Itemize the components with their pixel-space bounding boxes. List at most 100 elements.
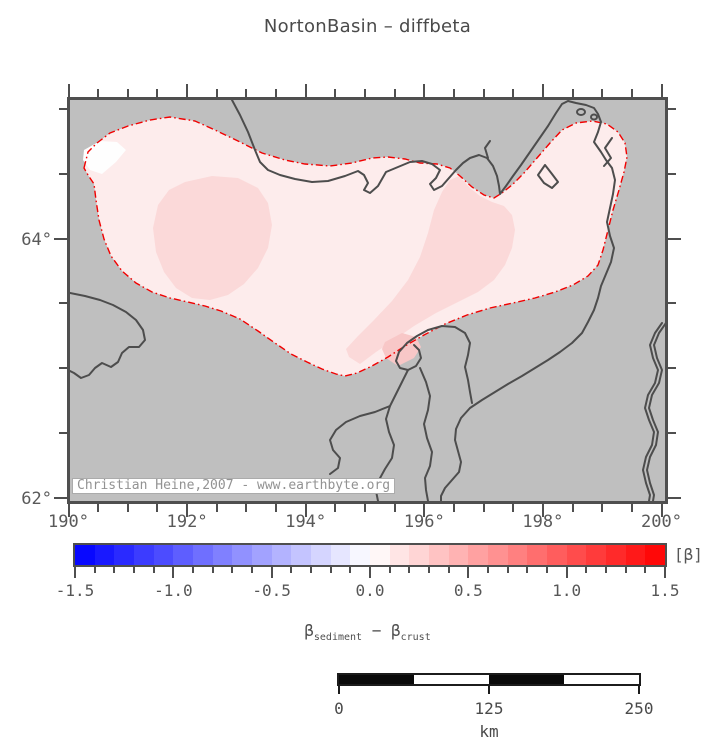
colorbar-tick (664, 567, 666, 578)
x-tick-bottom (601, 504, 604, 512)
colorbar-tick (349, 567, 352, 573)
colorbar-cell (645, 545, 666, 565)
scalebar-tick (638, 686, 640, 694)
scalebar-tick (338, 686, 340, 694)
colorbar-tick (133, 567, 135, 573)
x-tick-top (334, 89, 337, 97)
x-tick-bottom (275, 504, 278, 512)
x-tick-bottom (660, 504, 663, 517)
colorbar-tick (290, 567, 293, 573)
x-tick-bottom (126, 504, 129, 512)
colorbar-tick-label: 0.5 (453, 581, 483, 600)
figure-title: NortonBasin – diffbeta (263, 16, 472, 37)
y-tick-right (668, 431, 676, 434)
colorbar-tick-label: 0.0 (355, 581, 385, 600)
y-tick-right (668, 108, 676, 110)
y-tick-label: 64° (21, 229, 52, 250)
scalebar-segment (339, 675, 414, 684)
coastline-delta-hook (395, 329, 429, 371)
colorbar-cell (566, 545, 587, 565)
colorbar-tick (408, 567, 411, 573)
colorbar-tick (467, 567, 470, 578)
scalebar-tick (488, 686, 490, 694)
x-tick-bottom (215, 504, 218, 512)
colorbar-tick-label: -1.0 (154, 581, 193, 600)
y-tick-left (59, 108, 67, 110)
colorbar-tick (644, 567, 647, 573)
colorbar-cell (173, 545, 194, 565)
scalebar-segment (414, 675, 489, 684)
colorbar-cell (75, 545, 95, 565)
x-tick-bottom (67, 504, 70, 517)
colorbar-tick (605, 567, 607, 573)
colorbar-cell (94, 545, 115, 565)
colorbar-tick (487, 567, 489, 573)
colorbar-cell (389, 545, 410, 565)
x-tick-top (245, 89, 248, 97)
x-tick-top (452, 89, 455, 97)
colorbar-tick-label: 1.5 (650, 581, 680, 600)
colorbar-tick (270, 567, 273, 578)
x-tick-bottom (334, 504, 337, 512)
y-tick-left (54, 237, 67, 240)
colorbar-cell (134, 545, 154, 565)
island-1 (576, 108, 586, 116)
x-tick-bottom (512, 504, 515, 512)
colorbar-cell (330, 545, 351, 565)
island-2 (590, 113, 598, 121)
scalebar-tick-label: 250 (624, 699, 654, 718)
colorbar-cell (291, 545, 312, 565)
minus-sign: − (371, 621, 382, 640)
beta-crust-symbol: β (390, 621, 401, 640)
y-tick-right (668, 367, 676, 369)
colorbar-tick (506, 567, 509, 573)
basin-fill-medium-southeast (346, 176, 515, 364)
basin-fill-white-tip (83, 141, 126, 174)
colorbar-cell (429, 545, 449, 565)
colorbar-tick (251, 567, 253, 573)
x-tick-top (364, 89, 366, 97)
map-canvas (70, 100, 665, 501)
colorbar-cell (468, 545, 489, 565)
y-tick-label: 62° (21, 488, 52, 509)
colorbar-tick-label: -0.5 (252, 581, 291, 600)
x-tick-bottom (452, 504, 455, 512)
coastline-fjord (603, 137, 613, 167)
colorbar-cell (350, 545, 371, 565)
colorbar-cell (547, 545, 567, 565)
y-tick-left (59, 367, 67, 369)
basin-outline (83, 116, 628, 377)
x-tick-bottom (186, 504, 189, 517)
x-tick-label: 200° (641, 512, 682, 532)
y-tick-left (54, 496, 67, 499)
colorbar-tick-label: 1.0 (552, 581, 582, 600)
x-tick-bottom (630, 504, 633, 512)
colorbar-cell (212, 545, 233, 565)
colorbar-cell (488, 545, 508, 565)
colorbar-cell (232, 545, 253, 565)
river-delta-west-branch (329, 405, 391, 475)
x-tick-bottom (304, 504, 307, 517)
x-tick-label: 190° (48, 512, 89, 532)
colorbar-cell (448, 545, 469, 565)
x-tick-bottom (245, 504, 248, 512)
y-tick-left (59, 302, 67, 305)
colorbar-tick (172, 567, 175, 578)
x-tick-top (512, 89, 515, 97)
x-tick-top (67, 84, 70, 97)
distance-scalebar: km 0 125 250 (334, 673, 653, 741)
scalebar-unit: km (479, 722, 499, 741)
colorbar-cell (193, 545, 213, 565)
y-tick-left (59, 172, 67, 175)
colorbar-cell (153, 545, 174, 565)
x-tick-bottom (482, 504, 485, 512)
x-tick-top (630, 89, 633, 97)
x-tick-top (275, 89, 278, 97)
coastline-estuary-fork (484, 140, 491, 159)
colorbar-cell (409, 545, 430, 565)
beta-sediment-symbol: β (304, 621, 314, 640)
colorbar-tick (388, 567, 391, 573)
y-tick-right (668, 302, 676, 305)
scalebar-segment (564, 675, 639, 684)
colorbar-tick (113, 567, 116, 573)
